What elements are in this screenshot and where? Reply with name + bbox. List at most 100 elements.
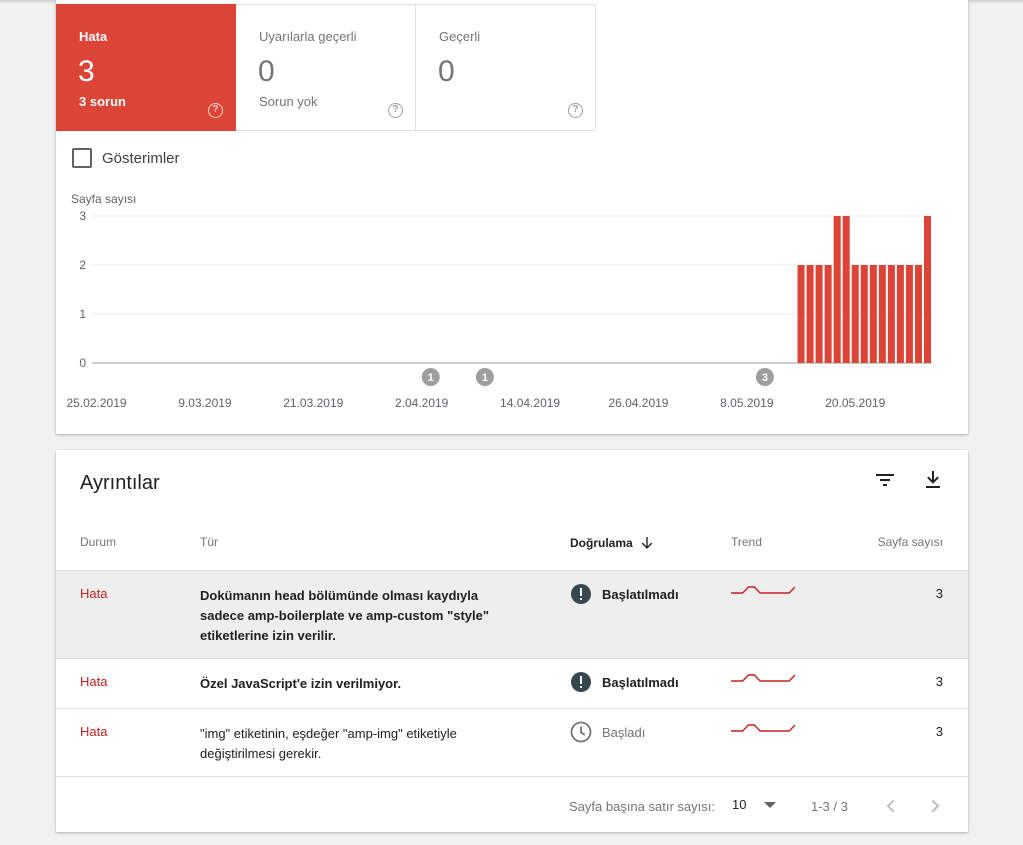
help-icon[interactable]: ? <box>568 103 583 118</box>
row-validation-label: Başlatılmadı <box>602 674 679 690</box>
row-type: Dokümanın head bölümünde olması kaydıyla… <box>200 588 490 643</box>
chart-y-tick-label: 0 <box>79 356 86 370</box>
chart-x-tick-label: 21.03.2019 <box>283 396 343 410</box>
chart-x-tick-label: 2.04.2019 <box>395 396 449 410</box>
sparkline-path <box>731 724 795 732</box>
row-validation: Başlatılmadı <box>570 583 679 605</box>
table-row[interactable]: Hata Özel JavaScript'e izin verilmiyor. … <box>56 658 968 708</box>
table-row[interactable]: Hata "img" etiketinin, eşdeğer "amp-img"… <box>56 708 968 776</box>
rows-per-page-select[interactable]: 10 <box>732 797 777 812</box>
pages-chart: Sayfa sayısı 0 1 2 3 1 1 3 25.02.2019 9.03.201… <box>66 192 932 410</box>
row-validation-label: Başlatılmadı <box>602 586 679 602</box>
column-header-trend: Trend <box>731 535 762 549</box>
row-pages: 3 <box>935 674 943 689</box>
chart-x-tick-label: 26.04.2019 <box>608 396 668 410</box>
chart-y-tick-label: 3 <box>79 209 86 223</box>
details-card: Ayrıntılar Durum Tür Doğrulama Trend Say… <box>56 450 968 832</box>
checkbox-icon[interactable] <box>72 148 92 168</box>
tile-valid-label: Geçerli <box>439 29 481 44</box>
chart-bar[interactable] <box>887 265 895 363</box>
pagination-bar: Sayfa başına satır sayısı: 10 1-3 / 3 <box>56 776 968 832</box>
chart-annotation-label: 1 <box>482 372 488 384</box>
column-header-validation[interactable]: Doğrulama <box>570 535 655 551</box>
chart-annotation-marker[interactable] <box>421 368 440 386</box>
chart-bar[interactable] <box>851 265 859 363</box>
chart-y-tick-label: 2 <box>79 258 86 272</box>
tile-warn-label: Uyarılarla geçerli <box>259 29 357 44</box>
chart-x-tick-label: 8.05.2019 <box>720 396 774 410</box>
chart-bar[interactable] <box>914 265 922 363</box>
impressions-checkbox[interactable]: Gösterimler <box>72 148 180 168</box>
clock-icon <box>570 721 592 743</box>
chart-bar[interactable] <box>896 265 904 363</box>
chart-y-tick-label: 1 <box>79 307 86 321</box>
chart-bar[interactable] <box>869 265 877 363</box>
tile-warn-count: 0 <box>258 55 275 88</box>
tile-valid-with-warnings[interactable]: Uyarılarla geçerli 0 Sorun yok ? <box>236 4 416 131</box>
chart-x-tick-label: 14.04.2019 <box>500 396 560 410</box>
chart-bar[interactable] <box>833 216 841 363</box>
tile-error-label: Hata <box>79 29 108 44</box>
tile-valid[interactable]: Geçerli 0 ? <box>416 4 596 131</box>
rows-per-page-value: 10 <box>732 797 747 812</box>
help-icon[interactable]: ? <box>388 103 403 118</box>
column-header-validation-label: Doğrulama <box>570 536 633 550</box>
row-validation: Başladı <box>570 721 645 743</box>
chevron-left-icon <box>886 799 895 813</box>
table-row[interactable]: Hata Dokümanın head bölümünde olması kay… <box>56 570 968 658</box>
chevron-down-icon <box>764 801 777 808</box>
sparkline-path <box>731 586 795 594</box>
row-status: Hata <box>80 724 108 739</box>
tile-warn-sub: Sorun yok <box>259 94 318 109</box>
column-header-pages[interactable]: Sayfa sayısı <box>877 535 943 549</box>
chevron-right-icon <box>931 799 940 813</box>
row-trend-sparkline <box>731 674 795 682</box>
chart-bar[interactable] <box>878 265 886 363</box>
download-icon[interactable] <box>921 468 945 492</box>
page-range-label: 1-3 / 3 <box>811 799 848 814</box>
row-validation: Başlatılmadı <box>570 671 679 693</box>
row-pages: 3 <box>935 724 943 739</box>
tile-error-count: 3 <box>78 55 95 88</box>
chart-bar[interactable] <box>806 265 814 363</box>
chart-x-tick-label: 25.02.2019 <box>66 396 126 410</box>
filter-icon[interactable] <box>873 468 897 492</box>
row-trend-sparkline <box>731 724 795 732</box>
details-title: Ayrıntılar <box>80 472 160 494</box>
row-type: "img" etiketinin, eşdeğer "amp-img" etik… <box>200 726 457 761</box>
next-page-button[interactable] <box>923 794 947 818</box>
chart-bar[interactable] <box>860 265 868 363</box>
chart-annotation-label: 1 <box>428 372 434 384</box>
tile-error-sub: 3 sorun <box>79 94 126 109</box>
column-header-type[interactable]: Tür <box>200 535 218 549</box>
tile-error[interactable]: Hata 3 3 sorun ? <box>56 4 236 131</box>
chart-bar[interactable] <box>815 265 823 363</box>
row-validation-label: Başladı <box>602 724 646 740</box>
alert-icon <box>571 584 591 604</box>
chart-bar[interactable] <box>797 265 805 363</box>
sparkline-path <box>731 674 795 682</box>
impressions-label: Gösterimler <box>102 149 180 167</box>
chart-x-tick-label: 20.05.2019 <box>825 396 885 410</box>
column-header-status[interactable]: Durum <box>80 535 117 549</box>
chart-bar[interactable] <box>824 265 832 363</box>
chart-annotation-marker[interactable] <box>475 368 494 386</box>
chart-bar[interactable] <box>842 216 850 363</box>
row-trend-sparkline <box>731 586 795 594</box>
rows-per-page-label: Sayfa başına satır sayısı: <box>569 799 715 814</box>
row-pages: 3 <box>935 586 943 601</box>
tile-valid-count: 0 <box>438 55 455 88</box>
help-icon[interactable]: ? <box>208 103 223 118</box>
chart-y-axis-label: Sayfa sayısı <box>71 192 136 206</box>
chart-annotation-marker[interactable] <box>755 368 774 386</box>
chart-bar[interactable] <box>923 216 931 363</box>
summary-card: Hata 3 3 sorun ? Uyarılarla geçerli 0 So… <box>56 0 968 434</box>
chart-x-tick-label: 9.03.2019 <box>178 396 232 410</box>
row-status: Hata <box>80 586 108 601</box>
row-type: Özel JavaScript'e izin verilmiyor. <box>200 676 402 691</box>
chart-bar[interactable] <box>905 265 913 363</box>
previous-page-button[interactable] <box>879 794 903 818</box>
alert-icon <box>571 672 591 692</box>
sort-arrow-down-icon <box>641 537 652 549</box>
chart-annotation-label: 3 <box>762 372 768 384</box>
